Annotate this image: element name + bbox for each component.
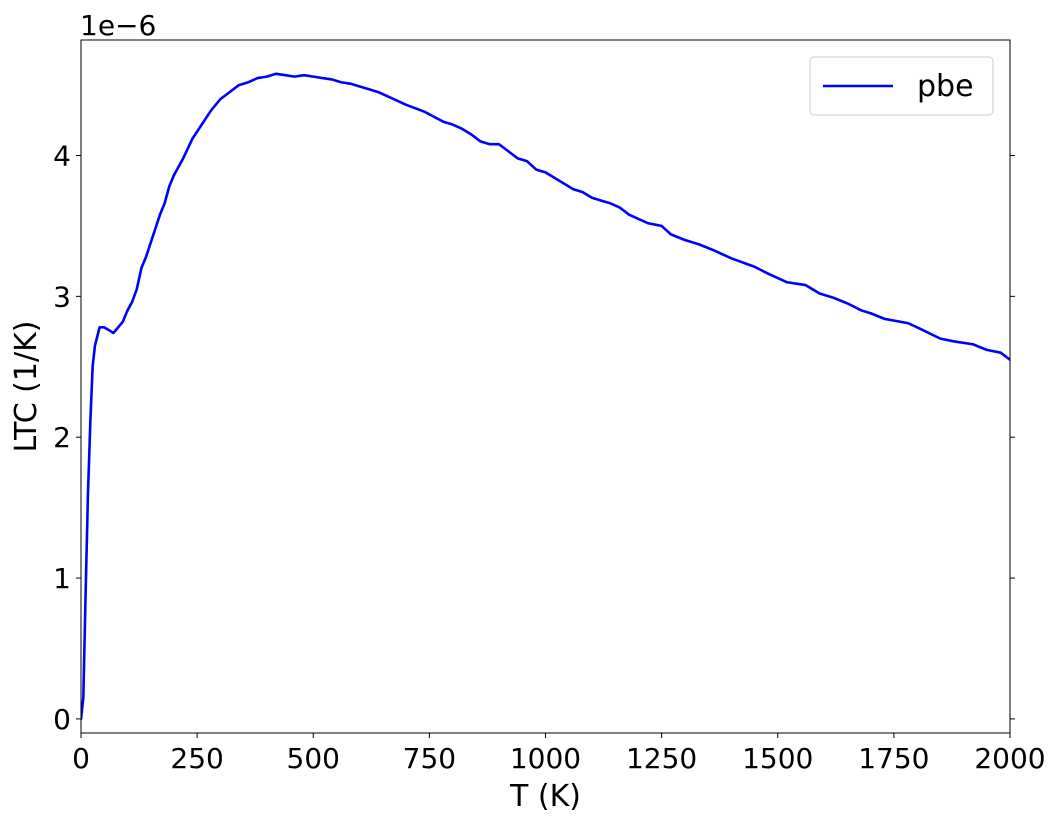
legend: pbe: [809, 56, 994, 116]
x-axis-label: T (K): [509, 779, 581, 814]
x-tick-label: 500: [287, 742, 340, 775]
y-tick-label: 0: [53, 703, 71, 736]
y-tick-label: 3: [53, 280, 71, 313]
y-tick-label: 4: [53, 140, 71, 173]
x-tick-label: 750: [403, 742, 456, 775]
x-tick-label: 1750: [858, 742, 929, 775]
y-tick-label: 1: [53, 562, 71, 595]
y-axis-ticks: 0 1 2 3 4: [53, 140, 1015, 736]
plot-area: [81, 72, 1010, 721]
x-tick-label: 1000: [510, 742, 581, 775]
y-tick-label: 2: [53, 421, 71, 454]
x-tick-label: 2000: [974, 742, 1045, 775]
legend-box: [809, 56, 994, 116]
legend-label-pbe: pbe: [917, 69, 974, 104]
x-tick-label: 250: [170, 742, 223, 775]
x-tick-label: 0: [72, 742, 90, 775]
series-line-pbe: [81, 72, 1010, 721]
x-tick-label: 1500: [742, 742, 813, 775]
y-scale-label: 1e−6: [80, 9, 156, 42]
y-axis-label: LTC (1/K): [9, 321, 44, 453]
x-tick-label: 1250: [626, 742, 697, 775]
x-axis-ticks: 0 250 500 750 1000 1250 1500 1750 2000: [72, 733, 1046, 775]
